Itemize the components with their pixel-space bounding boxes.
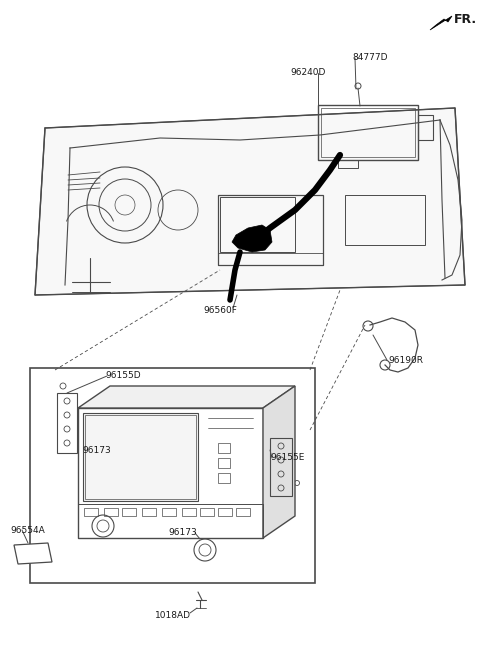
Text: FR.: FR.: [454, 13, 477, 26]
Bar: [345, 195, 425, 245]
Polygon shape: [35, 108, 465, 295]
Polygon shape: [232, 225, 272, 252]
Bar: [142, 508, 156, 516]
Bar: [122, 508, 136, 516]
Bar: [200, 508, 214, 516]
Text: 96240D: 96240D: [290, 68, 325, 77]
Bar: [321, 108, 415, 157]
Bar: [220, 197, 295, 252]
Bar: [85, 415, 196, 499]
Text: 84777D: 84777D: [352, 53, 387, 62]
Bar: [218, 458, 230, 468]
Polygon shape: [78, 386, 295, 408]
Bar: [83, 413, 198, 501]
Bar: [218, 253, 323, 265]
Bar: [338, 160, 358, 168]
Bar: [182, 508, 196, 516]
Bar: [162, 508, 176, 516]
Text: 1018AD: 1018AD: [155, 611, 191, 620]
Bar: [218, 508, 232, 516]
Text: 96155D: 96155D: [105, 371, 141, 380]
Bar: [218, 195, 323, 265]
Polygon shape: [263, 386, 295, 538]
Bar: [78, 504, 263, 538]
Text: 96560F: 96560F: [203, 306, 237, 315]
Bar: [57, 393, 77, 453]
Text: 96190R: 96190R: [388, 356, 423, 365]
Text: 96155E: 96155E: [270, 453, 304, 462]
Text: 96173: 96173: [82, 446, 111, 455]
Bar: [218, 443, 230, 453]
Text: 96173: 96173: [168, 528, 197, 537]
Bar: [418, 115, 433, 140]
Bar: [30, 368, 315, 583]
Bar: [218, 473, 230, 483]
Bar: [84, 508, 98, 516]
Bar: [78, 408, 263, 538]
Bar: [318, 105, 418, 160]
Bar: [236, 508, 250, 516]
Bar: [270, 438, 292, 496]
Bar: [104, 508, 118, 516]
Polygon shape: [430, 16, 452, 30]
Polygon shape: [14, 543, 52, 564]
Text: 96554A: 96554A: [10, 526, 45, 535]
